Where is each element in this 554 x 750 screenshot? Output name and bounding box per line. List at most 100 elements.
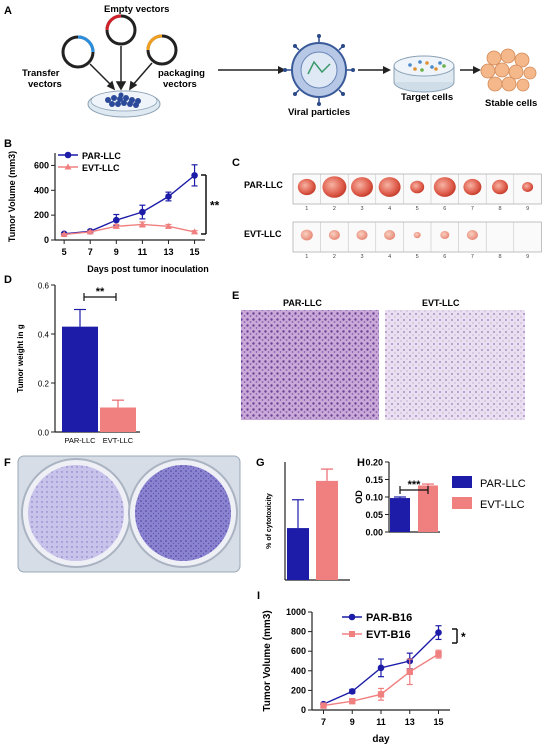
- data-point: [139, 208, 146, 216]
- bar-PAR-LLC: [390, 498, 410, 532]
- tumor-number-evt: 2: [333, 254, 336, 260]
- histology-image-par: [241, 310, 379, 420]
- data-point: [164, 222, 172, 229]
- legend-marker: [348, 613, 356, 621]
- x-tick-label: 15: [190, 247, 200, 257]
- legend-label: EVT-B16: [366, 629, 411, 641]
- tumor-number-par: 9: [526, 206, 529, 212]
- histology-image-evt: [385, 310, 525, 420]
- tumor-specimen-par-1: [297, 178, 316, 196]
- chart-i-tumor-volume-b16: 7 9 11 13 15 0 200 400 600 800 1000 Tumor Volume (m…: [262, 607, 466, 745]
- x-tick-label: 11: [376, 717, 386, 727]
- data-point: [191, 172, 198, 179]
- tumor-number-evt: 7: [471, 254, 474, 260]
- label-transfer-vectors-2: vectors: [28, 79, 62, 90]
- label-stable-cells: Stable cells: [485, 98, 537, 109]
- y-axis-label: Tumor weight in g: [16, 324, 25, 392]
- legend-label: PAR-B16: [366, 612, 412, 624]
- data-point: [320, 702, 327, 709]
- tumor-specimen-evt-2: [328, 230, 340, 240]
- panel-letter-d: D: [4, 274, 12, 286]
- panel-letter-f: F: [4, 457, 11, 469]
- tumor-specimen-evt-3: [356, 230, 368, 240]
- panel-c-tumor-photographs: 1 2 3 4 5 6 7 8 9 1 2 3 4 5 6 7 8 9: [292, 173, 542, 260]
- y-tick-label: 400: [291, 666, 306, 676]
- legend-swatch: [452, 497, 472, 509]
- x-tick-label: 13: [405, 717, 415, 727]
- significance-marker: **: [210, 199, 220, 213]
- tumor-number-evt: 5: [416, 254, 419, 260]
- data-point: [113, 216, 120, 224]
- y-tick-label: 0: [44, 235, 49, 245]
- panel-c-row-label-par: PAR-LLC: [244, 180, 283, 190]
- bar-PAR-LLC: [62, 326, 98, 432]
- y-tick-label: 0.00: [365, 528, 383, 538]
- panel-letter-g: G: [256, 457, 265, 469]
- empty-vector-plasmid-icon: [105, 14, 137, 46]
- tumor-specimen-par-2: [322, 176, 347, 198]
- data-point: [112, 222, 120, 229]
- y-tick-label: 400: [34, 185, 49, 195]
- panel-e-label-evt: EVT-LLC: [422, 298, 460, 308]
- tumor-number-par: 4: [388, 206, 391, 212]
- x-tick-label: 5: [62, 247, 67, 257]
- legend-label: EVT-LLC: [82, 163, 120, 173]
- legend-label: PAR-LLC: [480, 478, 526, 490]
- y-axis-label: % of cytotoxicity: [266, 493, 273, 549]
- tumor-specimen-par-5: [410, 180, 425, 194]
- legend-marker: [64, 151, 72, 159]
- data-point: [435, 629, 442, 636]
- tumor-number-par: 7: [471, 206, 474, 212]
- petri-dish-icon: [87, 90, 161, 118]
- target-cells-dish-icon: [393, 55, 455, 93]
- legend-marker: [64, 163, 72, 170]
- label-empty-vectors: Empty vectors: [104, 4, 169, 15]
- panel-c-row-label-evt: EVT-LLC: [244, 229, 282, 239]
- label-transfer-vectors-1: Transfer: [22, 68, 60, 79]
- y-tick-label: 600: [34, 160, 49, 170]
- tumor-number-par: 2: [333, 206, 336, 212]
- y-axis-label: Tumor Volume (mm3): [262, 610, 273, 711]
- tumor-number-evt: 8: [498, 254, 501, 260]
- y-tick-label: 0.4: [38, 331, 50, 340]
- significance-marker: ***: [408, 479, 422, 491]
- y-tick-label: 0.20: [365, 458, 383, 468]
- x-tick-label: 13: [163, 247, 173, 257]
- data-point: [86, 228, 94, 235]
- tumor-specimen-par-3: [351, 177, 373, 197]
- x-category-label: EVT-LLC: [103, 436, 134, 445]
- bar-EVT-LLC: [100, 407, 136, 432]
- y-axis-label: Tumor Volume (mm3): [7, 151, 17, 242]
- panel-e-label-par: PAR-LLC: [283, 298, 322, 308]
- tumor-number-par: 1: [305, 206, 308, 212]
- significance-marker: *: [461, 630, 466, 644]
- tumor-number-par: 5: [416, 206, 419, 212]
- y-tick-label: 1000: [286, 607, 306, 617]
- tumor-number-evt: 3: [360, 254, 363, 260]
- tumor-specimen-evt-4: [384, 230, 396, 240]
- x-tick-label: 9: [350, 717, 355, 727]
- panel-letter-b: B: [4, 138, 12, 150]
- tumor-specimen-evt-7: [466, 230, 478, 240]
- well-par-llc: [28, 465, 124, 561]
- tumor-number-par: 8: [498, 206, 501, 212]
- panel-letter-a: A: [4, 5, 12, 17]
- tumor-specimen-par-4: [378, 177, 401, 197]
- tumor-number-par: 6: [443, 206, 446, 212]
- data-point: [191, 228, 199, 235]
- label-packaging-vectors-1: packaging: [158, 68, 205, 79]
- stable-cells-icon: [480, 48, 537, 92]
- arrow-to-stable-cells: [460, 66, 481, 74]
- x-axis-label: Days post tumor inoculation: [87, 264, 209, 274]
- tumor-specimen-evt-1: [300, 229, 313, 241]
- data-point: [377, 691, 385, 698]
- transfer-vector-plasmid-icon: [61, 35, 95, 69]
- tumor-specimen-par-7: [463, 178, 482, 196]
- arrow-to-viral-particles: [218, 66, 286, 74]
- tumor-specimen-evt-5: [413, 231, 421, 239]
- x-tick-label: 7: [321, 717, 326, 727]
- well-evt-llc: [135, 465, 231, 561]
- y-tick-label: 0.6: [38, 282, 50, 291]
- y-tick-label: 600: [291, 646, 306, 656]
